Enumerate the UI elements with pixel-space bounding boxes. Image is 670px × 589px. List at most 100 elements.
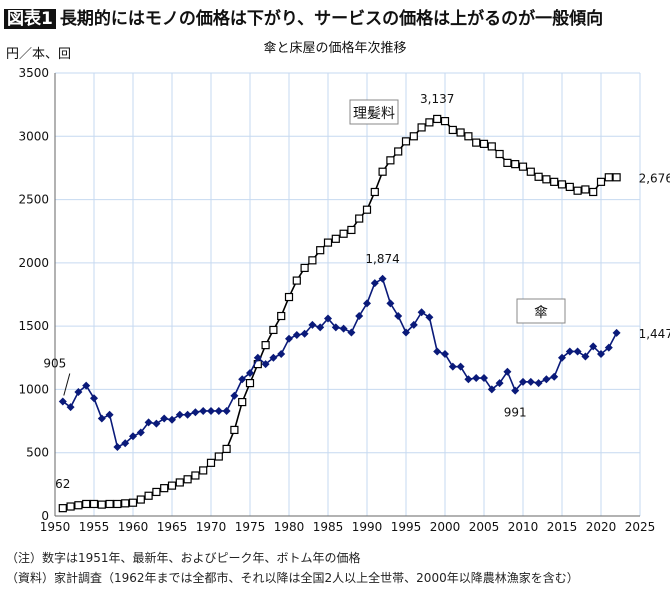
data-point-barber xyxy=(206,458,216,467)
data-point-umbrella xyxy=(292,331,301,340)
series-label-box xyxy=(349,99,399,125)
data-point-umbrella xyxy=(417,308,426,317)
data-point-barber xyxy=(160,484,169,493)
data-point-barber xyxy=(612,173,621,182)
y-tick-label: 1500 xyxy=(18,319,49,333)
data-point-barber xyxy=(261,341,270,350)
data-point-barber xyxy=(550,177,559,186)
data-point-barber xyxy=(581,185,590,194)
data-point-barber xyxy=(518,162,528,171)
x-tick-label: 1980 xyxy=(274,520,305,534)
data-point-barber xyxy=(105,499,114,509)
data-label: 905 xyxy=(43,356,66,370)
data-point-umbrella xyxy=(82,381,91,390)
data-point-umbrella xyxy=(331,323,340,332)
data-point-barber xyxy=(152,487,161,497)
data-point-umbrella xyxy=(511,386,520,395)
data-point-umbrella xyxy=(90,394,98,403)
data-point-barber xyxy=(292,276,301,285)
y-tick-label: 3500 xyxy=(18,66,49,80)
data-point-umbrella xyxy=(487,385,496,394)
data-point-barber xyxy=(113,499,122,509)
data-point-barber xyxy=(175,478,184,487)
headline: 長期的にはモノの価格は下がり、サービスの価格は上がるのが一般傾向 xyxy=(59,9,604,29)
data-point-umbrella xyxy=(503,367,512,376)
data-point-umbrella xyxy=(324,314,332,323)
data-point-barber xyxy=(136,495,145,504)
data-point-umbrella xyxy=(97,414,106,423)
data-point-barber xyxy=(440,116,450,126)
data-point-umbrella xyxy=(363,299,371,308)
data-point-barber xyxy=(526,167,535,176)
y-tick-label: 0 xyxy=(41,509,49,523)
data-point-umbrella xyxy=(370,279,379,288)
data-point-umbrella xyxy=(222,406,231,415)
note-1: （注）数字は1951年、最新年、およびピーク年、ボトム年の価格 xyxy=(6,551,361,565)
data-point-umbrella xyxy=(300,329,309,338)
data-point-umbrella xyxy=(207,406,215,415)
data-point-barber xyxy=(479,139,489,148)
x-tick-label: 1960 xyxy=(118,520,149,534)
data-point-barber xyxy=(565,182,574,192)
data-point-barber xyxy=(495,149,504,159)
data-point-barber xyxy=(238,397,247,407)
data-point-barber xyxy=(74,501,83,510)
data-point-umbrella xyxy=(58,397,67,406)
data-point-barber xyxy=(604,173,613,182)
data-point-umbrella xyxy=(542,375,551,384)
chart-title: 傘と床屋の価格年次推移 xyxy=(263,40,406,56)
data-point-barber xyxy=(191,471,200,480)
x-tick-label: 2020 xyxy=(586,520,617,534)
y-tick-label: 2500 xyxy=(18,193,49,207)
data-point-umbrella xyxy=(168,415,176,424)
data-point-umbrella xyxy=(347,328,356,337)
data-point-barber xyxy=(456,128,465,137)
data-point-barber xyxy=(144,491,153,500)
data-point-umbrella xyxy=(214,406,223,415)
data-point-umbrella xyxy=(113,443,122,452)
data-point-umbrella xyxy=(285,334,293,343)
data-point-umbrella xyxy=(448,362,457,371)
data-point-barber xyxy=(487,142,496,151)
data-point-umbrella xyxy=(199,406,208,415)
data-point-umbrella xyxy=(277,349,286,358)
data-point-barber xyxy=(121,499,130,508)
data-point-barber xyxy=(58,504,67,513)
data-point-umbrella xyxy=(261,360,270,369)
data-point-barber xyxy=(511,160,520,169)
data-point-barber xyxy=(89,499,99,509)
data-point-umbrella xyxy=(464,375,473,384)
data-label: 62 xyxy=(55,477,70,491)
data-point-barber xyxy=(97,500,106,509)
x-tick-label: 2025 xyxy=(625,520,656,534)
y-tick-label: 1000 xyxy=(18,382,49,396)
data-point-umbrella xyxy=(191,408,200,417)
data-point-umbrella xyxy=(74,387,83,396)
data-point-umbrella xyxy=(402,328,410,337)
x-tick-label: 1955 xyxy=(79,520,110,534)
data-point-umbrella xyxy=(246,368,254,377)
data-point-umbrella xyxy=(66,403,75,412)
data-point-umbrella xyxy=(604,343,613,352)
data-point-barber xyxy=(66,502,75,511)
x-tick-label: 1990 xyxy=(352,520,383,534)
data-point-barber xyxy=(214,452,223,461)
y-axis-label: 円／本、回 xyxy=(6,47,71,62)
data-point-barber xyxy=(370,187,379,197)
x-tick-label: 1995 xyxy=(391,520,422,534)
data-point-barber xyxy=(316,246,325,255)
series-label: 理髪料 xyxy=(353,106,395,122)
series-label-box xyxy=(516,298,566,324)
x-tick-label: 1950 xyxy=(40,520,71,534)
x-tick-label: 1970 xyxy=(196,520,227,534)
data-point-barber xyxy=(355,214,364,223)
data-point-umbrella xyxy=(160,414,169,423)
data-point-barber xyxy=(82,499,91,509)
data-point-barber xyxy=(222,444,231,454)
data-point-barber xyxy=(339,229,348,238)
data-point-umbrella xyxy=(480,374,488,383)
data-point-umbrella xyxy=(558,353,566,362)
data-point-umbrella xyxy=(441,349,449,358)
data-point-umbrella xyxy=(175,410,184,419)
leader-line xyxy=(63,373,71,396)
